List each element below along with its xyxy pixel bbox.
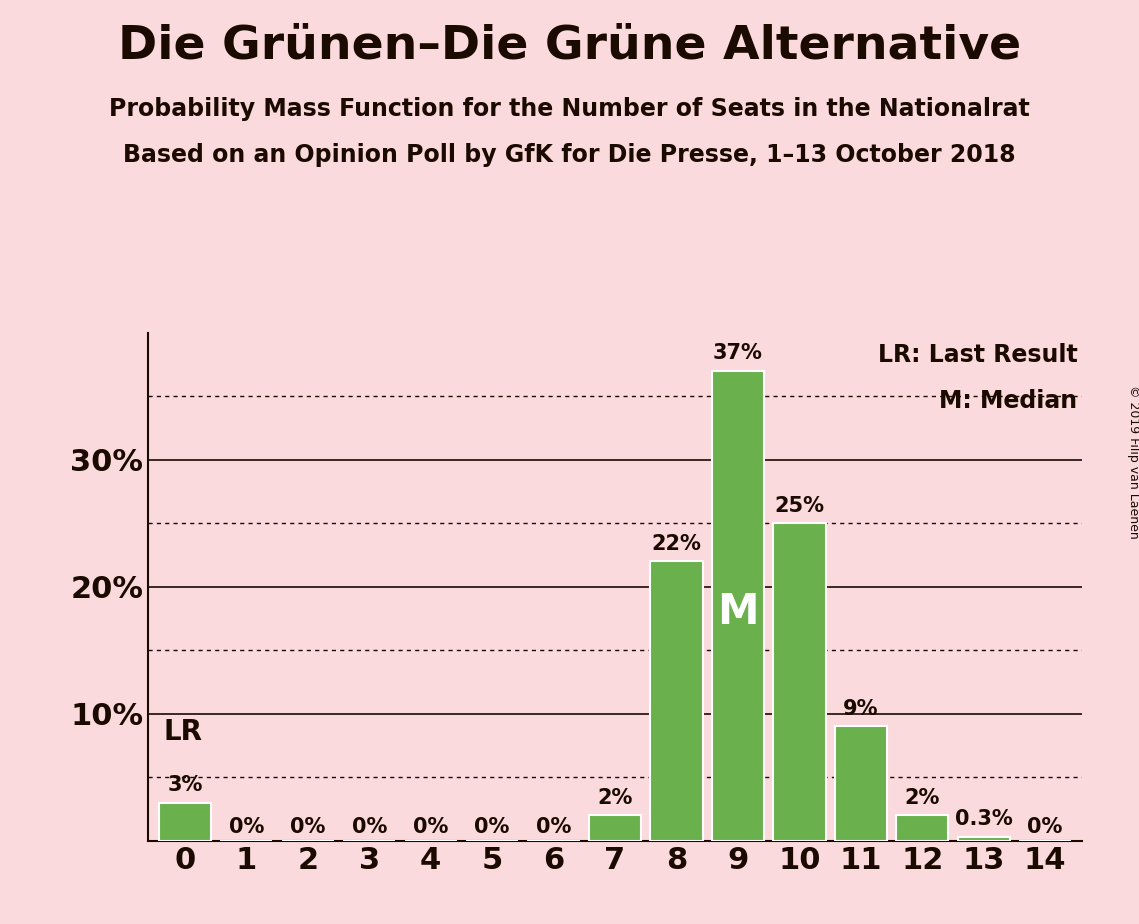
Text: M: M [718, 591, 759, 633]
Bar [835, 726, 887, 841]
Bar [650, 561, 703, 841]
Text: 0%: 0% [352, 817, 387, 837]
Text: LR: LR [163, 718, 203, 746]
Text: 0%: 0% [536, 817, 572, 837]
Text: Die Grünen–Die Grüne Alternative: Die Grünen–Die Grüne Alternative [118, 23, 1021, 68]
Text: 25%: 25% [775, 495, 825, 516]
Text: 0%: 0% [1027, 817, 1063, 837]
Text: 2%: 2% [597, 788, 633, 808]
Text: 0.3%: 0.3% [954, 809, 1013, 830]
Text: 9%: 9% [843, 699, 878, 719]
Text: LR: Last Result: LR: Last Result [878, 343, 1077, 367]
Text: 22%: 22% [652, 534, 702, 553]
Bar [158, 803, 211, 841]
Text: Probability Mass Function for the Number of Seats in the Nationalrat: Probability Mass Function for the Number… [109, 97, 1030, 121]
Bar [773, 523, 826, 841]
Bar [958, 837, 1010, 841]
Text: 0%: 0% [475, 817, 510, 837]
Bar [589, 816, 641, 841]
Text: M: Median: M: Median [940, 388, 1077, 412]
Text: © 2019 Filip van Laenen: © 2019 Filip van Laenen [1126, 385, 1139, 539]
Bar [712, 371, 764, 841]
Text: 2%: 2% [904, 788, 940, 808]
Text: 0%: 0% [413, 817, 449, 837]
Text: 3%: 3% [167, 775, 203, 795]
Text: 0%: 0% [229, 817, 264, 837]
Text: Based on an Opinion Poll by GfK for Die Presse, 1–13 October 2018: Based on an Opinion Poll by GfK for Die … [123, 143, 1016, 167]
Text: 0%: 0% [290, 817, 326, 837]
Text: 37%: 37% [713, 343, 763, 363]
Bar [896, 816, 949, 841]
